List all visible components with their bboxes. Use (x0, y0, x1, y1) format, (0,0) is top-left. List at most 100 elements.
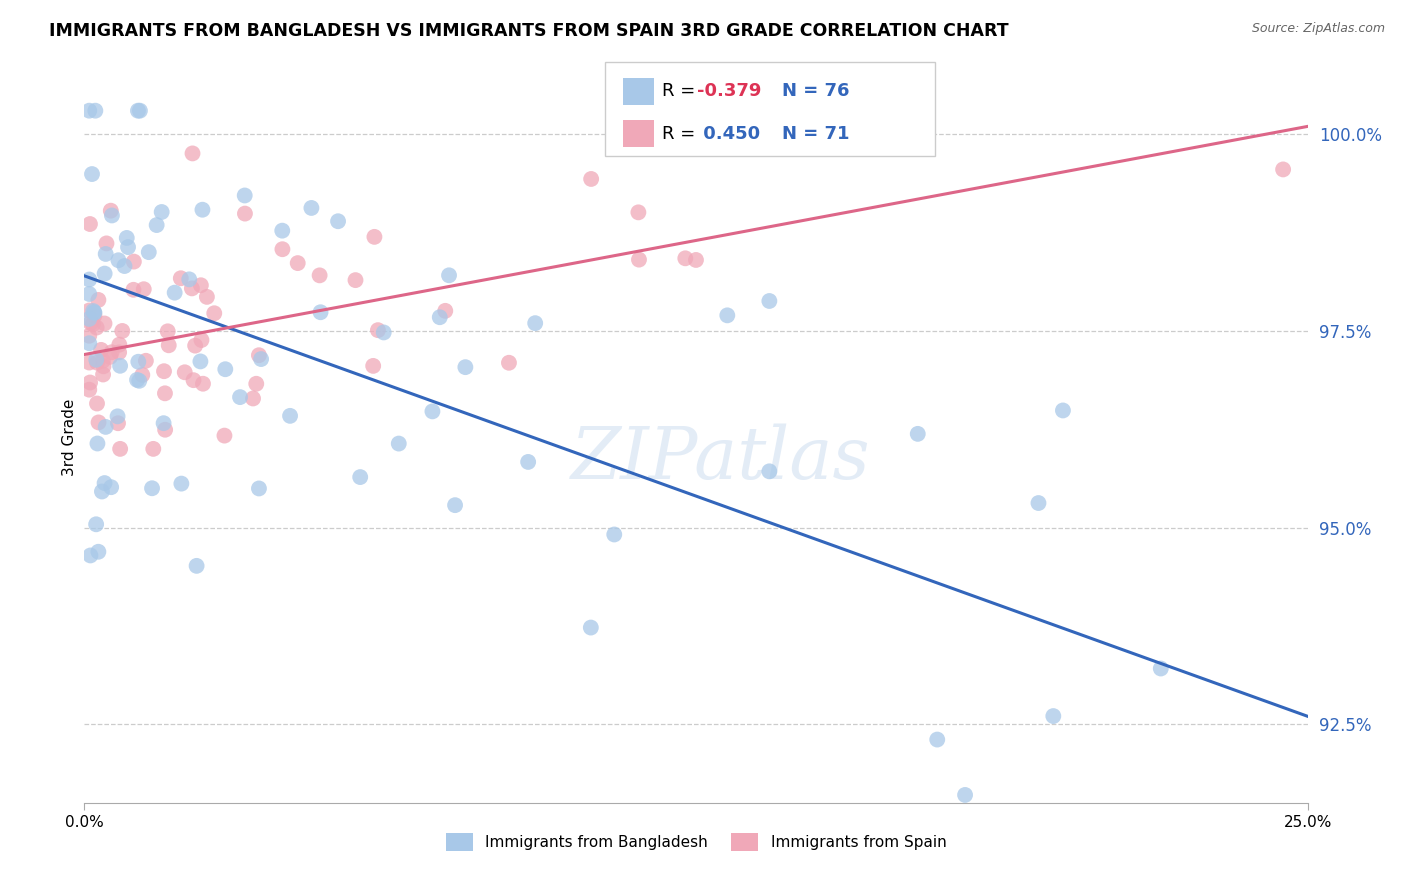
Point (287, 256, 309, 270)
Point (138, 245, 160, 260)
Point (84, 352, 107, 367)
Point (727, 140, 749, 154)
Point (77, 272, 100, 286)
Point (524, 316, 547, 330)
Point (907, 426, 929, 441)
Point (94, 420, 117, 434)
Point (82, 304, 104, 318)
Point (111, 324, 134, 338)
Point (190, 354, 212, 368)
Point (84, 103, 107, 118)
Point (83, 305, 105, 319)
Point (114, 259, 136, 273)
Point (214, 428, 236, 442)
Point (153, 386, 176, 401)
Point (349, 470, 371, 484)
Point (122, 283, 145, 297)
Point (128, 374, 150, 388)
Point (498, 356, 520, 370)
Point (86, 356, 108, 370)
Point (79, 316, 101, 330)
Point (716, 309, 738, 323)
Point (308, 268, 330, 283)
Point (108, 345, 131, 359)
Point (93, 476, 115, 491)
Point (229, 390, 252, 404)
Legend: Immigrants from Bangladesh, Immigrants from Spain: Immigrants from Bangladesh, Immigrants f… (440, 827, 952, 857)
Point (927, 732, 949, 747)
Point (271, 242, 294, 256)
Point (245, 376, 267, 391)
Point (685, 252, 707, 267)
Point (98, 350, 121, 364)
Point (1052, 403, 1074, 417)
Point (363, 230, 385, 244)
Point (117, 240, 139, 254)
Point (758, 293, 780, 308)
Point (673, 252, 696, 266)
Point (129, 103, 152, 118)
Point (233, 188, 256, 202)
Point (247, 482, 270, 496)
Point (96, 236, 118, 251)
Point (107, 409, 129, 424)
Point (191, 376, 214, 391)
Text: -0.379: -0.379 (697, 82, 762, 101)
Point (132, 282, 155, 296)
Point (173, 365, 195, 379)
Point (627, 252, 650, 267)
Point (437, 268, 460, 283)
Point (299, 201, 322, 215)
Point (93, 317, 115, 331)
Point (77, 103, 100, 118)
Point (150, 205, 173, 219)
Point (87, 545, 110, 559)
Text: N = 76: N = 76 (782, 82, 849, 101)
Point (153, 423, 176, 437)
Point (80, 167, 103, 181)
Point (107, 253, 129, 268)
Point (84, 517, 107, 532)
Point (186, 558, 208, 573)
Point (108, 337, 131, 351)
Point (100, 480, 122, 494)
Point (627, 205, 650, 219)
Point (326, 214, 349, 228)
Point (184, 338, 207, 352)
Point (758, 464, 780, 478)
Point (79, 376, 101, 390)
Point (953, 788, 976, 802)
Point (86, 396, 108, 410)
Point (93, 267, 115, 281)
Point (108, 442, 131, 456)
Point (83, 305, 105, 319)
Point (77, 336, 100, 351)
Point (101, 209, 124, 223)
Point (87, 293, 110, 307)
Point (309, 305, 332, 319)
Point (127, 355, 149, 369)
Point (367, 323, 389, 337)
Point (141, 481, 163, 495)
Point (91, 484, 114, 499)
Point (127, 103, 149, 118)
Point (180, 281, 202, 295)
Point (100, 345, 122, 359)
Point (190, 333, 212, 347)
Point (434, 303, 457, 318)
Point (100, 203, 122, 218)
Point (83, 309, 105, 323)
Point (429, 310, 451, 325)
Y-axis label: 3rd Grade: 3rd Grade (62, 399, 77, 475)
Point (77, 383, 100, 397)
Point (90, 343, 112, 357)
Text: IMMIGRANTS FROM BANGLADESH VS IMMIGRANTS FROM SPAIN 3RD GRADE CORRELATION CHART: IMMIGRANTS FROM BANGLADESH VS IMMIGRANTS… (49, 22, 1010, 40)
Text: R =: R = (662, 125, 702, 143)
Point (373, 326, 395, 340)
Point (91, 353, 114, 368)
Point (153, 364, 176, 378)
Point (79, 217, 101, 231)
Point (94, 247, 117, 261)
Text: Source: ZipAtlas.com: Source: ZipAtlas.com (1251, 22, 1385, 36)
Point (444, 498, 467, 512)
